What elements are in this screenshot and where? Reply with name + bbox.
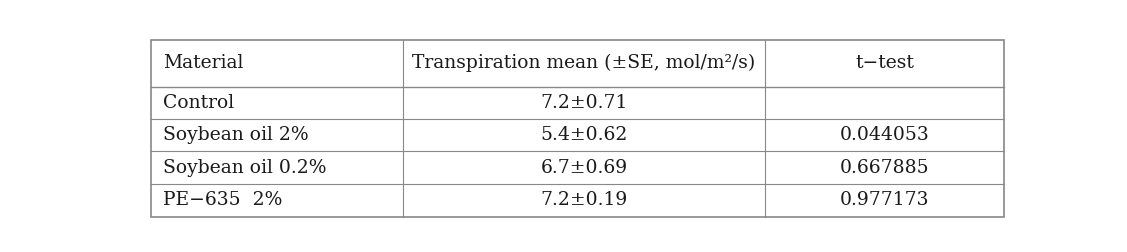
- Text: 0.667885: 0.667885: [840, 159, 930, 176]
- Text: Soybean oil 0.2%: Soybean oil 0.2%: [162, 159, 326, 176]
- Text: Transpiration mean (±SE, mol/m²/s): Transpiration mean (±SE, mol/m²/s): [412, 54, 755, 73]
- Text: 7.2±0.71: 7.2±0.71: [540, 94, 628, 112]
- Text: 0.044053: 0.044053: [840, 126, 930, 144]
- Text: t−test: t−test: [855, 54, 914, 72]
- Text: PE−635  2%: PE−635 2%: [162, 191, 282, 209]
- Text: 7.2±0.19: 7.2±0.19: [540, 191, 628, 209]
- Text: 0.977173: 0.977173: [840, 191, 930, 209]
- Text: Material: Material: [162, 54, 243, 72]
- Text: 5.4±0.62: 5.4±0.62: [540, 126, 628, 144]
- Text: Soybean oil 2%: Soybean oil 2%: [162, 126, 309, 144]
- Text: Control: Control: [162, 94, 233, 112]
- Text: 6.7±0.69: 6.7±0.69: [541, 159, 628, 176]
